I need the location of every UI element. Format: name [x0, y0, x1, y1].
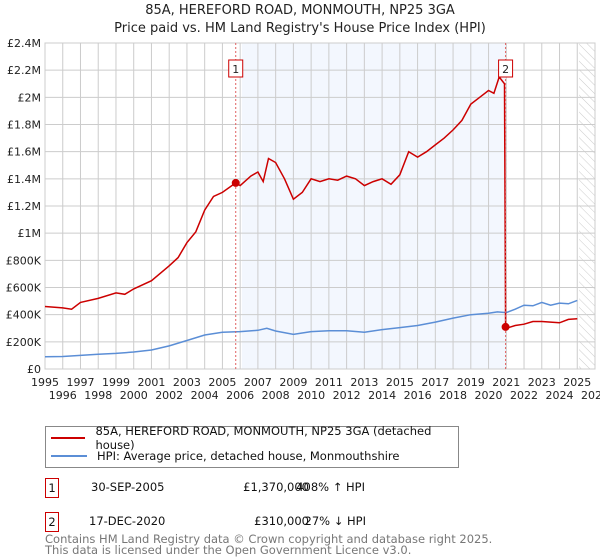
legend-label: HPI: Average price, detached house, Monm… — [97, 449, 400, 463]
y-tick-label: £0 — [27, 363, 41, 376]
x-tick-label: 2018 — [439, 389, 467, 402]
legend-swatch — [51, 437, 86, 439]
legend-item-price-paid: 85A, HEREFORD ROAD, MONMOUTH, NP25 3GA (… — [51, 424, 458, 452]
y-tick-label: £1.2M — [7, 200, 41, 213]
x-tick-label: 2010 — [297, 389, 325, 402]
x-tick-label: 2026 — [581, 389, 600, 402]
y-tick-label: £1.4M — [7, 173, 41, 186]
x-tick-label: 2023 — [528, 376, 556, 389]
footer-licence: This data is licensed under the Open Gov… — [45, 543, 412, 557]
x-tick-label: 2000 — [120, 389, 148, 402]
plot-border — [44, 42, 596, 370]
hpi-line — [44, 299, 578, 358]
x-tick-label: 2009 — [279, 376, 307, 389]
x-tick-label: 2014 — [368, 389, 396, 402]
sale-point — [501, 322, 510, 331]
sale-date: 17-DEC-2020 — [89, 514, 166, 528]
x-tick-label: 1995 — [31, 376, 59, 389]
x-tick-label: 2022 — [510, 389, 538, 402]
y-tick-label: £2.2M — [7, 64, 41, 77]
x-tick-label: 2002 — [155, 389, 183, 402]
x-tick-label: 2021 — [492, 376, 520, 389]
x-tick-label: 1997 — [66, 376, 94, 389]
sale-date: 30-SEP-2005 — [91, 480, 165, 494]
x-tick-label: 2019 — [457, 376, 485, 389]
x-tick-label: 2015 — [386, 376, 414, 389]
sale-price: £1,370,000 — [243, 480, 309, 494]
plot-area: 1995199619971998199920002001200220032004… — [6, 37, 600, 402]
x-tick-label: 2013 — [350, 376, 378, 389]
sale-hpi-change: 408% ↑ HPI — [296, 480, 365, 494]
sale-hpi-change: 27% ↓ HPI — [304, 514, 366, 528]
x-tick-label: 2005 — [208, 376, 236, 389]
sale-marker-box — [228, 59, 244, 78]
x-tick-label: 2004 — [191, 389, 219, 402]
y-tick-label: £1.6M — [7, 146, 41, 159]
y-tick-label: £400K — [6, 309, 42, 322]
x-tick-label: 2016 — [404, 389, 432, 402]
x-tick-label: 1998 — [84, 389, 112, 402]
x-tick-label: 2001 — [137, 376, 165, 389]
x-tick-label: 2017 — [421, 376, 449, 389]
y-tick-label: £1.8M — [7, 119, 41, 132]
sale-price: £310,000 — [254, 514, 309, 528]
x-tick-label: 2024 — [546, 389, 574, 402]
sale-marker-label: 2 — [502, 63, 509, 76]
x-tick-label: 2012 — [333, 389, 361, 402]
sale-marker-label: 1 — [232, 63, 239, 76]
x-tick-label: 2003 — [173, 376, 201, 389]
y-tick-label: £2.4M — [7, 37, 41, 50]
sale-marker-box — [498, 59, 514, 78]
x-tick-label: 2006 — [226, 389, 254, 402]
x-tick-label: 1999 — [102, 376, 130, 389]
y-tick-label: £1M — [18, 227, 42, 240]
x-tick-label: 2025 — [563, 376, 591, 389]
legend: 85A, HEREFORD ROAD, MONMOUTH, NP25 3GA (… — [45, 424, 459, 468]
chart-subtitle: Price paid vs. HM Land Registry's House … — [114, 21, 486, 36]
footer-copyright: Contains HM Land Registry data © Crown c… — [45, 532, 493, 546]
x-tick-label: 1996 — [49, 389, 77, 402]
price-paid-line — [44, 75, 578, 330]
y-tick-label: £600K — [6, 282, 42, 295]
legend-swatch — [51, 455, 87, 457]
x-tick-label: 2020 — [475, 389, 503, 402]
sale-marker-badge: 2 — [45, 512, 59, 532]
legend-item-hpi: HPI: Average price, detached house, Monm… — [51, 448, 399, 464]
x-tick-label: 2007 — [244, 376, 272, 389]
y-tick-label: £200K — [6, 336, 42, 349]
x-tick-label: 2008 — [262, 389, 290, 402]
chart-title: 85A, HEREFORD ROAD, MONMOUTH, NP25 3GA — [145, 3, 455, 18]
sale-point — [231, 178, 240, 187]
y-tick-label: £800K — [6, 254, 42, 267]
x-tick-label: 2011 — [315, 376, 343, 389]
y-tick-label: £2M — [18, 91, 42, 104]
legend-label: 85A, HEREFORD ROAD, MONMOUTH, NP25 3GA (… — [95, 424, 432, 452]
sale-marker-badge: 1 — [45, 478, 59, 498]
